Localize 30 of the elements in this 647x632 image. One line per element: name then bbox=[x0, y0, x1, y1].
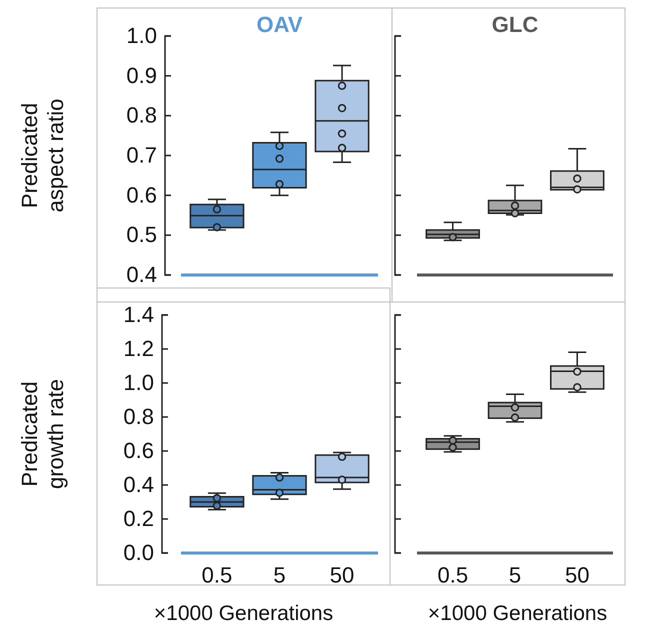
chart-title: OAV bbox=[256, 12, 303, 37]
y-tick-label: 1.0 bbox=[126, 23, 157, 48]
point bbox=[448, 233, 457, 242]
y-tick-label: 0.4 bbox=[126, 262, 157, 288]
chart-title: GLC bbox=[492, 12, 538, 37]
y-tick-label: 0.6 bbox=[126, 182, 157, 208]
point bbox=[510, 209, 520, 218]
y-tick-label: 1.0 bbox=[123, 370, 154, 396]
x-tick-label: 0.5 bbox=[202, 562, 232, 588]
y-tick-label: 0.2 bbox=[123, 506, 154, 532]
point bbox=[573, 185, 582, 194]
y-axis-title: Predicated growth rate bbox=[17, 378, 68, 490]
y-tick-label: 0.5 bbox=[126, 222, 157, 248]
x-tick-label: 50 bbox=[564, 562, 590, 588]
x-tick-label: 5 bbox=[273, 562, 286, 588]
x-tick-label: 0.5 bbox=[437, 562, 468, 588]
y-tick-label: 0.8 bbox=[126, 102, 157, 128]
y-axis-title: Predicated aspect ratio bbox=[17, 98, 68, 212]
y-tick-label: 0.8 bbox=[123, 404, 154, 430]
y-tick-label: 0.0 bbox=[123, 540, 154, 566]
x-tick-label: 5 bbox=[508, 562, 522, 588]
x-axis-title: ×1000 Generations bbox=[428, 602, 608, 625]
y-tick-label: 0.4 bbox=[123, 472, 154, 498]
y-tick-label: 0.9 bbox=[126, 62, 157, 88]
y-tick-label: 0.7 bbox=[126, 142, 157, 168]
y-tick-label: 1.4 bbox=[123, 302, 154, 328]
x-tick-label: 50 bbox=[330, 562, 354, 588]
x-axis-title: ×1000 Generations bbox=[154, 602, 334, 625]
y-tick-label: 0.6 bbox=[123, 438, 154, 464]
y-tick-label: 1.2 bbox=[123, 336, 154, 362]
